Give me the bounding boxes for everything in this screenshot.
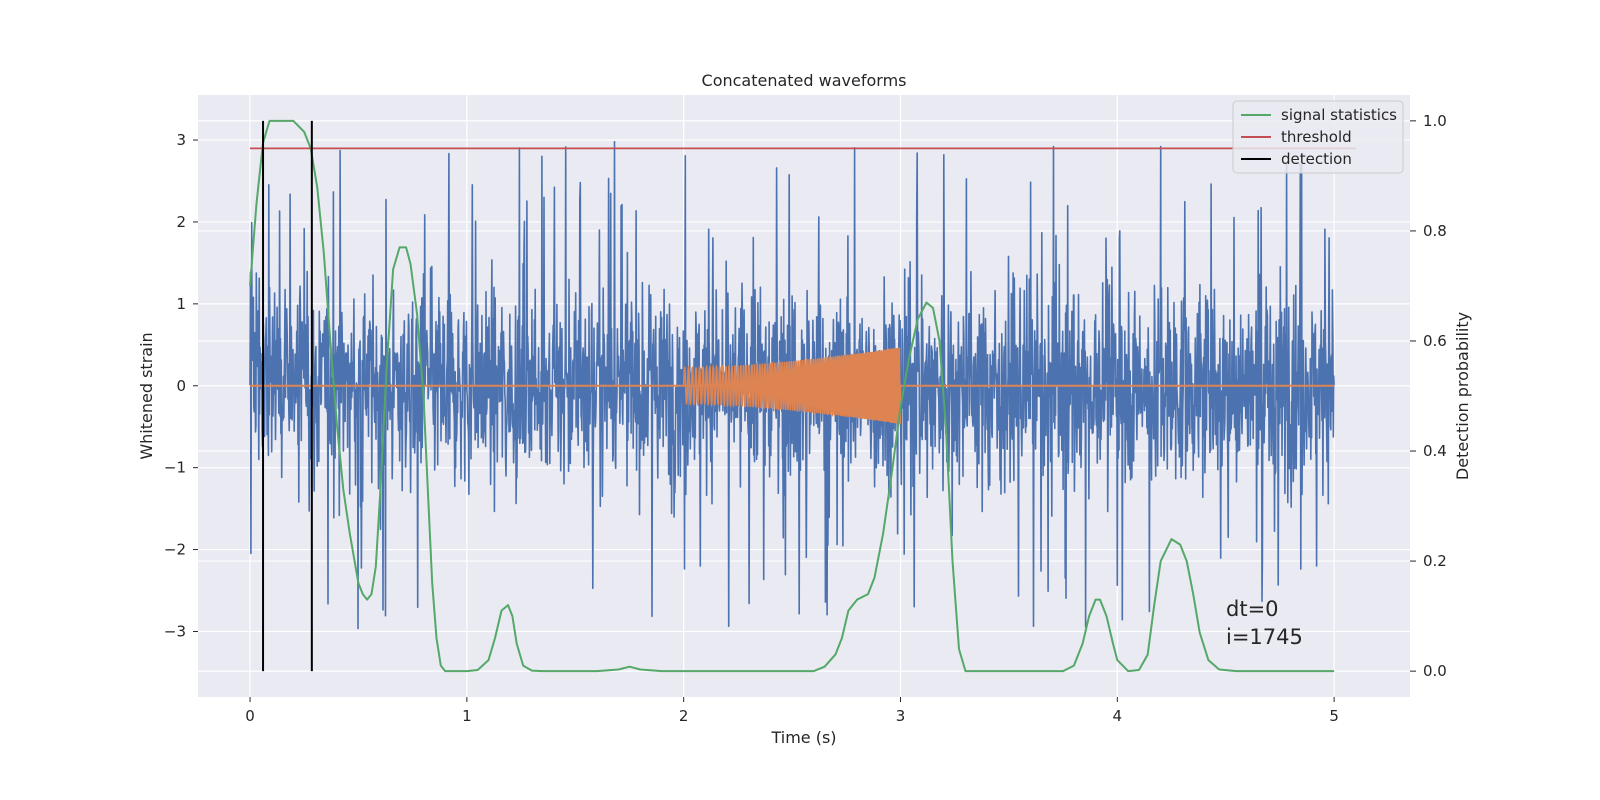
y-axis-label: Whitened strain [137,332,156,459]
x-tick-label: 2 [679,707,689,725]
legend: signal statistics threshold detection [1232,100,1404,174]
axes: 0 1 2 3 4 5 −3 −2 −1 0 1 2 3 0.0 0.2 0.4 0.6 0.8 1.0 [164,112,1447,725]
x-tick-label: 1 [462,707,472,725]
data-layer [249,119,1356,673]
y2-tick-label: 0.2 [1423,552,1447,570]
legend-box [1232,100,1404,174]
y-tick-label: −1 [164,459,186,477]
y-tick-label: 2 [176,213,186,231]
chart-title: Concatenated waveforms [702,71,907,90]
whitened-strain-line [249,140,1335,630]
annotation-dt: dt=0 [1226,597,1279,621]
y-tick-label: 3 [176,131,186,149]
legend-label: detection [1281,150,1352,168]
y2-tick-label: 0.8 [1423,222,1447,240]
y2-axis-label: Detection probability [1453,312,1472,480]
y-tick-label: 0 [176,377,186,395]
injected-waveform-chirp [682,347,902,425]
x-tick-label: 4 [1113,707,1123,725]
x-axis-label: Time (s) [770,728,836,747]
x-tick-label: 5 [1329,707,1339,725]
x-tick-label: 3 [896,707,906,725]
y-tick-label: −3 [164,622,186,640]
y2-tick-label: 0.0 [1423,662,1447,680]
y-tick-label: −2 [164,541,186,559]
signal-statistics-line [249,119,1335,673]
legend-label: threshold [1281,128,1352,146]
annotation-index: i=1745 [1226,625,1303,649]
legend-label: signal statistics [1281,106,1397,124]
y2-tick-label: 0.6 [1423,332,1447,350]
y2-tick-label: 1.0 [1423,112,1447,130]
y-tick-label: 1 [176,295,186,313]
y2-tick-label: 0.4 [1423,442,1447,460]
x-tick-label: 0 [245,707,255,725]
